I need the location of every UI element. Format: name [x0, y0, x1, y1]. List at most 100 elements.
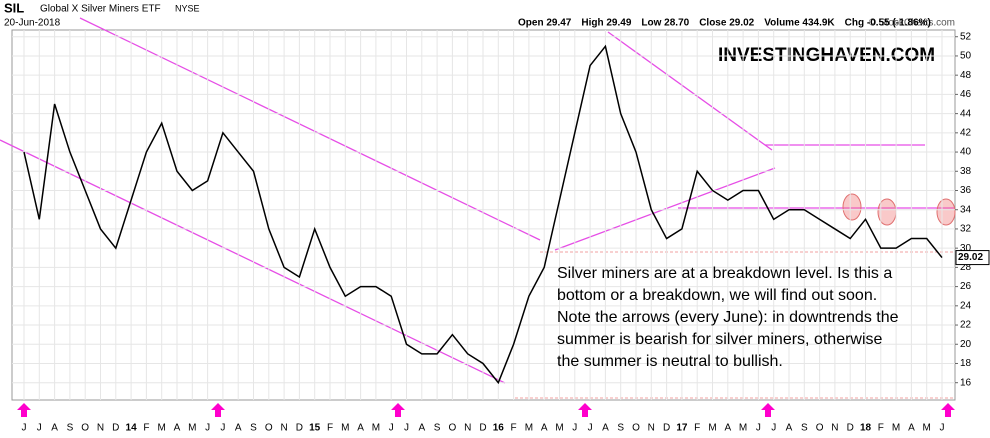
- x-tick-label: O: [81, 423, 89, 434]
- x-tick-label: S: [250, 423, 257, 434]
- x-tick-label: A: [174, 423, 181, 434]
- quote-item: Low 28.70: [641, 18, 689, 29]
- x-tick-label: A: [541, 423, 548, 434]
- y-tick-label: 42: [960, 127, 972, 138]
- x-tick-label: A: [357, 423, 364, 434]
- x-tick-label: F: [143, 423, 149, 434]
- x-tick-label: O: [265, 423, 273, 434]
- x-tick-label: D: [847, 423, 854, 434]
- x-tick-label: A: [602, 423, 609, 434]
- x-tick-label: O: [632, 423, 640, 434]
- x-tick-label: D: [479, 423, 486, 434]
- y-tick-label: 34: [960, 204, 972, 215]
- credit: © StockCharts.com: [869, 18, 955, 29]
- price-line: [23, 44, 943, 385]
- quote-item: Close 29.02: [699, 18, 754, 29]
- annotation: bottom or a breakdown, we will find out …: [557, 287, 877, 304]
- x-tick-label: D: [663, 423, 670, 434]
- x-tick-label: M: [892, 423, 900, 434]
- x-tick-label: J: [22, 423, 27, 434]
- y-tick-label: 28: [960, 262, 972, 273]
- x-tick-label: D: [112, 423, 119, 434]
- x-tick-label: N: [648, 423, 655, 434]
- x-tick-label: N: [464, 423, 471, 434]
- x-tick-label: D: [296, 423, 303, 434]
- x-tick-label: J: [940, 423, 945, 434]
- x-tick-label: J: [572, 423, 577, 434]
- x-tick-label: 15: [309, 423, 321, 434]
- y-tick-label: 52: [960, 31, 972, 42]
- y-tick-label: 26: [960, 281, 972, 292]
- x-tick-label: F: [878, 423, 884, 434]
- y-tick-label: 46: [960, 89, 972, 100]
- last-price-box: [955, 250, 990, 266]
- x-tick-label: 17: [676, 423, 688, 434]
- y-tick-label: 36: [960, 185, 972, 196]
- x-tick-label: M: [708, 423, 716, 434]
- annotation: the summer is neutral to bullish.: [557, 353, 783, 370]
- quote-item: High 29.49: [581, 18, 631, 29]
- x-tick-label: 14: [126, 423, 138, 434]
- date: 20-Jun-2018: [4, 18, 61, 29]
- x-tick-label: 18: [860, 423, 872, 434]
- x-tick-label: N: [280, 423, 287, 434]
- symbol: SIL: [4, 0, 24, 15]
- x-tick-label: S: [617, 423, 624, 434]
- x-tick-label: J: [756, 423, 761, 434]
- june-arrows: [17, 403, 955, 417]
- chart-title: Global X Silver Miners ETF: [40, 4, 161, 15]
- quote-item: Open 29.47: [518, 18, 572, 29]
- x-tick-label: J: [771, 423, 776, 434]
- y-tick-label: 32: [960, 224, 972, 235]
- x-tick-label: A: [418, 423, 425, 434]
- x-tick-label: N: [97, 423, 104, 434]
- x-tick-label: A: [908, 423, 915, 434]
- x-tick-label: A: [786, 423, 793, 434]
- x-tick-label: A: [724, 423, 731, 434]
- exchange: NYSE: [175, 3, 200, 13]
- y-tick-label: 22: [960, 320, 972, 331]
- quote: Open 29.47 High 29.49 Low 28.70 Close 29.02…: [518, 18, 931, 29]
- y-tick-label: 30: [960, 243, 972, 254]
- y-tick-label: 44: [960, 108, 972, 119]
- x-tick-label: M: [923, 423, 931, 434]
- x-tick-label: M: [525, 423, 533, 434]
- annotation: Note the arrows (every June): in downtre…: [557, 309, 899, 326]
- y-tick-label: 20: [960, 339, 972, 350]
- x-tick-label: F: [694, 423, 700, 434]
- quote-item: Chg -0.55 (-1.86%): [845, 18, 931, 29]
- x-tick-label: M: [188, 423, 196, 434]
- x-tick-label: M: [739, 423, 747, 434]
- x-tick-label: J: [37, 423, 42, 434]
- x-tick-label: S: [801, 423, 808, 434]
- quote-item: Volume 434.9K: [764, 18, 835, 29]
- y-tick-label: 40: [960, 147, 972, 158]
- x-tick-label: F: [511, 423, 517, 434]
- x-tick-label: O: [449, 423, 457, 434]
- y-tick-label: 18: [960, 358, 972, 369]
- x-tick-label: M: [555, 423, 563, 434]
- x-tick-label: A: [51, 423, 58, 434]
- x-tick-label: J: [205, 423, 210, 434]
- x-tick-label: J: [220, 423, 225, 434]
- last-price: 29.02: [958, 252, 983, 263]
- x-tick-label: A: [235, 423, 242, 434]
- y-tick-label: 50: [960, 51, 972, 62]
- trendlines: [0, 17, 956, 399]
- x-tick-label: J: [389, 423, 394, 434]
- annotation: Silver miners are at a breakdown level. …: [557, 265, 892, 282]
- y-tick-label: 16: [960, 377, 972, 388]
- x-tick-label: S: [434, 423, 441, 434]
- x-tick-label: J: [588, 423, 593, 434]
- y-tick-label: 38: [960, 166, 972, 177]
- x-tick-label: J: [404, 423, 409, 434]
- x-tick-label: N: [831, 423, 838, 434]
- y-tick-label: 24: [960, 300, 972, 311]
- x-tick-label: S: [67, 423, 74, 434]
- x-tick-label: 16: [493, 423, 505, 434]
- x-tick-label: F: [327, 423, 333, 434]
- x-tick-label: M: [341, 423, 349, 434]
- y-tick-label: 48: [960, 70, 972, 81]
- annotation: summer is bearish for silver miners, oth…: [557, 331, 883, 348]
